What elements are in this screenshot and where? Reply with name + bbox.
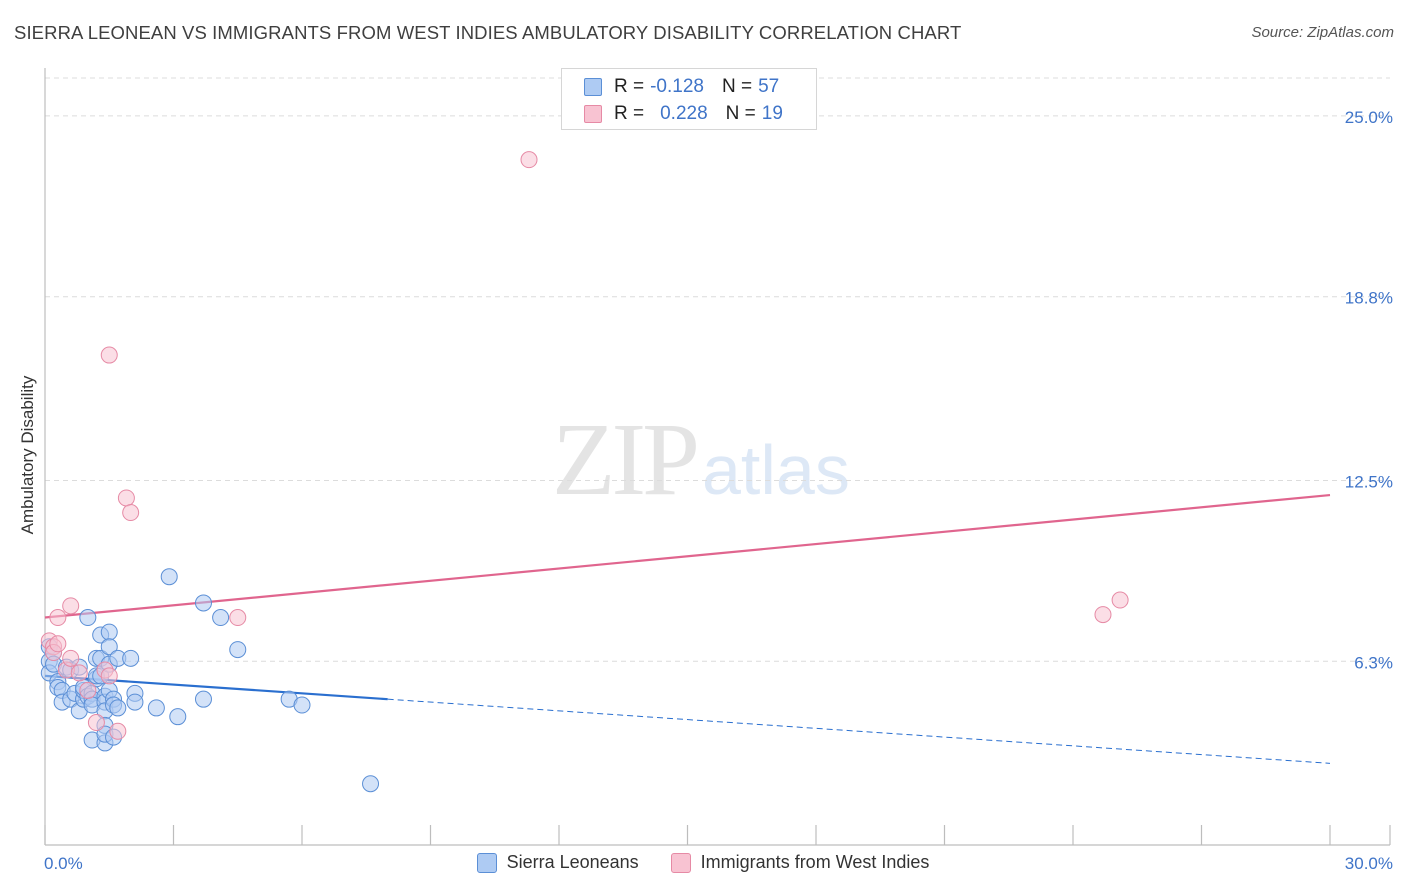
point-west-indies bbox=[70, 664, 88, 682]
point-west-indies bbox=[100, 667, 118, 685]
point-west-indies bbox=[100, 346, 118, 364]
point-sierra-leonean bbox=[147, 699, 165, 717]
legend-r-label: R = bbox=[614, 76, 645, 97]
point-sierra-leonean bbox=[169, 708, 187, 726]
point-sierra-leonean bbox=[212, 609, 230, 627]
point-west-indies bbox=[229, 609, 247, 627]
data-points bbox=[40, 151, 1129, 793]
point-west-indies bbox=[122, 504, 140, 522]
y-tick-label: 18.8% bbox=[1345, 289, 1393, 308]
point-sierra-leonean bbox=[100, 638, 118, 656]
legend-row-west-indies: R = 0.228 N = 19 bbox=[584, 103, 783, 125]
legend-swatch-pink bbox=[584, 105, 602, 123]
series-legend: Sierra Leoneans Immigrants from West Ind… bbox=[0, 852, 1406, 873]
x-tick-label: 30.0% bbox=[1345, 854, 1393, 873]
stats-legend: R = -0.128 N = 57 R = 0.228 N = 19 bbox=[561, 68, 817, 130]
watermark-atlas: atlas bbox=[702, 431, 850, 509]
tick-labels: 6.3% 12.5% 18.8% 25.0% 0.0% 30.0% bbox=[44, 108, 1393, 873]
watermark-zip: ZIP bbox=[552, 402, 700, 517]
point-west-indies bbox=[117, 489, 135, 507]
trend-line-west-indies bbox=[44, 493, 1331, 619]
point-sierra-leonean bbox=[194, 594, 212, 612]
gridlines bbox=[45, 77, 1390, 662]
trend-lines bbox=[44, 493, 1331, 764]
series-swatch-pink bbox=[670, 852, 691, 873]
point-west-indies bbox=[109, 722, 127, 740]
trend-line-sierra-leoneans-extension bbox=[387, 698, 1331, 764]
legend-n-label: N = bbox=[721, 76, 753, 97]
chart-title: SIERRA LEONEAN VS IMMIGRANTS FROM WEST I… bbox=[14, 22, 962, 43]
legend-r-value: -0.128 bbox=[650, 76, 704, 97]
point-sierra-leonean bbox=[362, 775, 380, 793]
y-tick-label: 12.5% bbox=[1345, 472, 1393, 491]
point-west-indies bbox=[62, 597, 80, 615]
point-west-indies bbox=[49, 609, 67, 627]
point-sierra-leonean bbox=[293, 696, 311, 714]
watermark: ZIPatlas bbox=[552, 400, 850, 519]
legend-n-value: 19 bbox=[761, 103, 783, 124]
legend-n-value: 57 bbox=[758, 76, 780, 97]
point-sierra-leonean bbox=[126, 693, 144, 711]
legend-r-label: R = bbox=[614, 103, 645, 124]
point-west-indies bbox=[1111, 591, 1129, 609]
point-sierra-leonean bbox=[194, 690, 212, 708]
point-sierra-leonean bbox=[122, 649, 140, 667]
legend-row-sierra-leoneans: R = -0.128 N = 57 bbox=[584, 76, 779, 98]
x-tick-label: 0.0% bbox=[44, 854, 83, 873]
point-west-indies bbox=[1094, 606, 1112, 624]
point-west-indies bbox=[49, 635, 67, 653]
series-legend-west-indies[interactable]: Immigrants from West Indies bbox=[670, 852, 930, 873]
point-sierra-leonean bbox=[109, 699, 127, 717]
point-west-indies bbox=[87, 714, 105, 732]
legend-n-label: N = bbox=[725, 103, 756, 124]
y-tick-label: 25.0% bbox=[1345, 108, 1393, 127]
point-sierra-leonean bbox=[79, 609, 97, 627]
point-sierra-leonean bbox=[229, 641, 247, 659]
source-label: Source: ZipAtlas.com bbox=[1251, 24, 1394, 41]
series-swatch-blue bbox=[476, 852, 497, 873]
legend-r-value: 0.228 bbox=[660, 103, 708, 124]
point-west-indies bbox=[79, 681, 97, 699]
legend-swatch-blue bbox=[584, 78, 602, 96]
point-sierra-leonean bbox=[160, 568, 178, 586]
point-sierra-leonean bbox=[100, 623, 118, 641]
point-west-indies bbox=[520, 151, 538, 169]
series-label: Sierra Leoneans bbox=[506, 852, 639, 872]
axes bbox=[44, 68, 1391, 846]
point-west-indies bbox=[62, 649, 80, 667]
series-legend-sierra-leoneans[interactable]: Sierra Leoneans bbox=[476, 852, 639, 873]
y-tick-label: 6.3% bbox=[1354, 653, 1393, 672]
series-label: Immigrants from West Indies bbox=[700, 852, 930, 872]
